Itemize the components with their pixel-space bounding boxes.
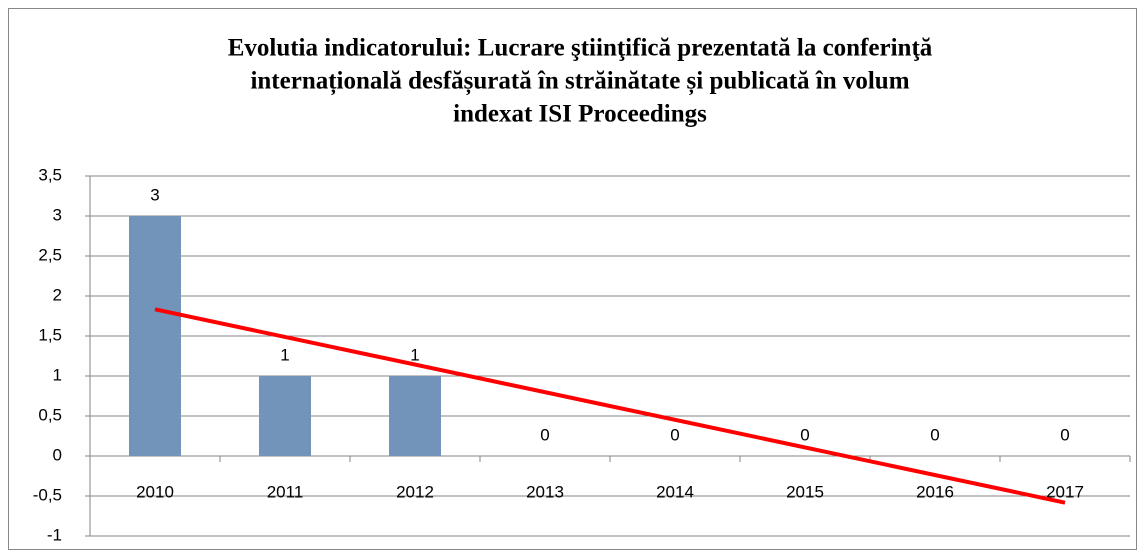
chart-title: Evolutia indicatorului: Lucrare ştiinţif… bbox=[228, 35, 933, 62]
x-tick-label: 2013 bbox=[526, 482, 564, 501]
chart-title: indexat ISI Proceedings bbox=[453, 101, 707, 128]
x-tick-label: 2012 bbox=[396, 482, 434, 501]
x-tick-label: 2017 bbox=[1046, 482, 1084, 501]
data-label: 0 bbox=[1060, 425, 1069, 444]
x-tick-label: 2011 bbox=[267, 482, 304, 501]
y-tick-label: 0 bbox=[53, 445, 62, 464]
data-label: 0 bbox=[930, 425, 939, 444]
chart-title: internațională desfășurată în străinătat… bbox=[250, 68, 909, 96]
y-tick-label: 2,5 bbox=[38, 245, 62, 264]
data-label: 0 bbox=[800, 425, 809, 444]
bar bbox=[259, 376, 311, 456]
trend-line bbox=[154, 307, 1066, 505]
x-tick-label: 2016 bbox=[916, 482, 954, 501]
y-tick-label: 3 bbox=[53, 205, 62, 224]
y-tick-label: 1 bbox=[53, 365, 62, 384]
y-tick-label: -1 bbox=[47, 525, 62, 544]
y-tick-label: 3,5 bbox=[38, 165, 62, 184]
data-label: 0 bbox=[670, 425, 679, 444]
data-label: 1 bbox=[410, 345, 419, 364]
x-tick-label: 2015 bbox=[786, 482, 824, 501]
x-tick-label: 2010 bbox=[136, 482, 174, 501]
x-tick-label: 2014 bbox=[656, 482, 694, 501]
data-label: 1 bbox=[280, 345, 289, 364]
y-tick-label: 1,5 bbox=[38, 325, 62, 344]
y-tick-label: 2 bbox=[53, 285, 62, 304]
y-tick-label: -0,5 bbox=[33, 485, 62, 504]
bar bbox=[129, 216, 181, 456]
chart-border bbox=[8, 8, 1137, 550]
bar bbox=[389, 376, 441, 456]
data-label: 0 bbox=[540, 425, 549, 444]
y-tick-label: 0,5 bbox=[38, 405, 62, 424]
data-label: 3 bbox=[150, 185, 159, 204]
